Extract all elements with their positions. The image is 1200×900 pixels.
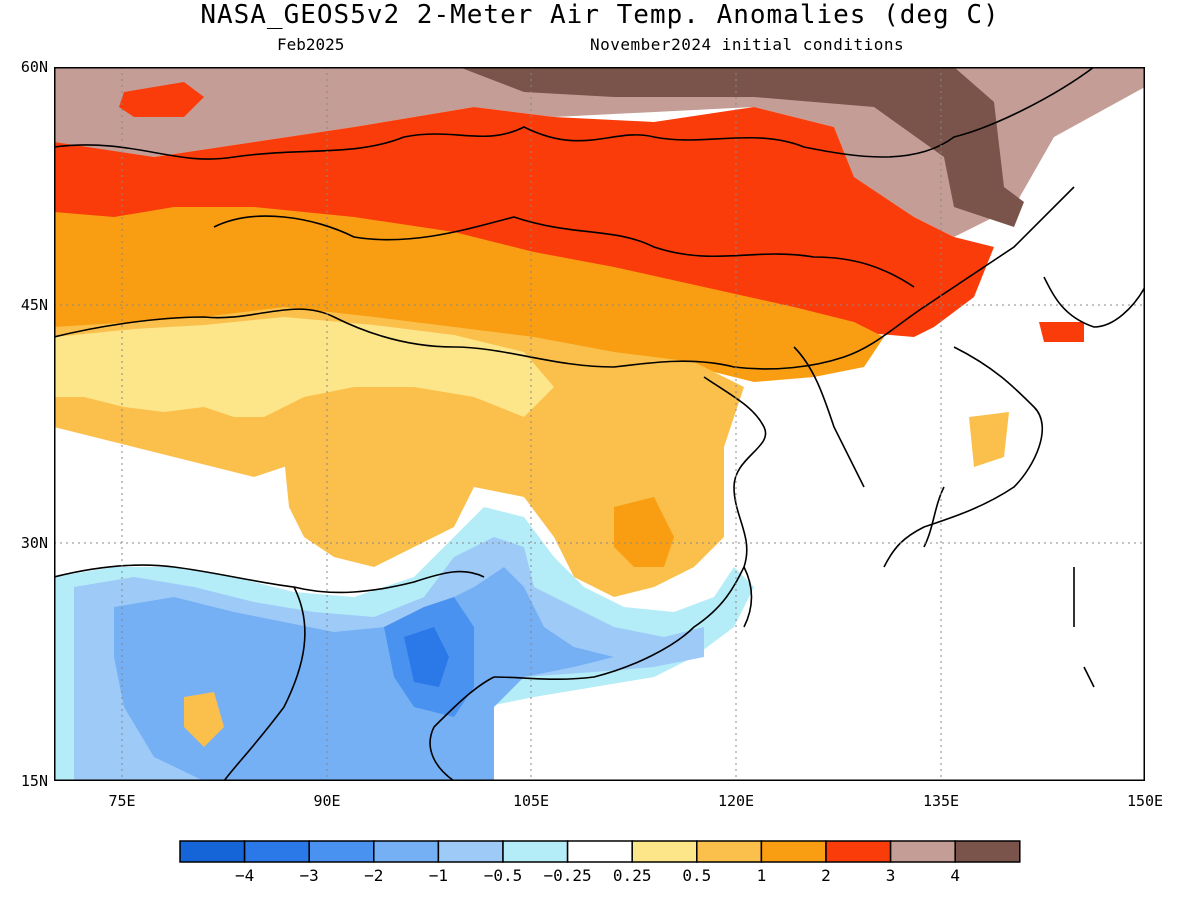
colorbar-swatch (631, 840, 698, 863)
colorbar-tick-label: −3 (299, 866, 319, 885)
colorbar-swatch (825, 840, 892, 863)
chart-title: NASA_GEOS5v2 2-Meter Air Temp. Anomalies… (200, 0, 1000, 30)
map-frame (54, 67, 1145, 781)
gridlines (54, 67, 1145, 781)
anomaly-region-025to05 (54, 317, 554, 417)
lat-label-45n: 45N (20, 296, 48, 314)
colorbar-swatch (437, 840, 504, 863)
colorbar-swatch (502, 840, 569, 863)
colorbar-tick-label: 3 (885, 866, 896, 885)
anomaly-region-center-china (614, 497, 674, 567)
lat-label-30n: 30N (20, 534, 48, 552)
anomaly-region-minus1 (114, 567, 614, 781)
colorbar-tick-label: −0.5 (483, 866, 523, 885)
colorbar-swatch (243, 840, 310, 863)
colorbar-swatch (889, 840, 956, 863)
colorbar-tick-label: 4 (950, 866, 960, 885)
lat-label-60n: 60N (20, 58, 48, 76)
colorbar-tick-label: 0.25 (612, 866, 652, 885)
lon-label-150e: 150E (1126, 792, 1164, 810)
colorbar-tick-label: 0.5 (682, 866, 712, 885)
colorbar-tick-label: −2 (364, 866, 384, 885)
colorbar-swatch (696, 840, 763, 863)
anomaly-patch-india (184, 692, 224, 747)
anomaly-region-tibet (284, 442, 474, 567)
lon-label-90e: 90E (313, 792, 341, 810)
colorbar-tick-label: 2 (821, 866, 831, 885)
anomaly-region-minus3 (404, 627, 449, 687)
colorbar-swatch (373, 840, 440, 863)
colorbar-swatch (954, 840, 1021, 863)
colorbar-tick-label: −1 (428, 866, 449, 885)
colorbar-swatch (760, 840, 827, 863)
initial-conditions: November2024 initial conditions (590, 35, 905, 54)
anomaly-map (54, 67, 1145, 781)
colorbar (179, 840, 1021, 868)
lon-label-75e: 75E (108, 792, 136, 810)
anomaly-patch-japan (969, 412, 1009, 467)
anomaly-region-3to4-patch (119, 82, 204, 117)
lon-label-135e: 135E (922, 792, 960, 810)
coastlines (54, 67, 1145, 781)
anomaly-region-2to3 (54, 107, 994, 337)
anomaly-patch-hokkaido (1039, 322, 1084, 342)
colorbar-swatch (308, 840, 375, 863)
forecast-month: Feb2025 (277, 35, 345, 54)
anomaly-region-above4 (459, 67, 1024, 227)
lat-label-15n: 15N (20, 772, 48, 790)
anomaly-region-1to2 (54, 207, 884, 382)
colorbar-swatch (179, 840, 246, 863)
lon-label-120e: 120E (717, 792, 755, 810)
colorbar-tick-label: −0.25 (543, 866, 592, 885)
colorbar-swatch (566, 840, 633, 863)
lon-label-105e: 105E (512, 792, 550, 810)
colorbar-tick-label: −4 (234, 866, 255, 885)
colorbar-tick-label: 1 (756, 866, 767, 885)
